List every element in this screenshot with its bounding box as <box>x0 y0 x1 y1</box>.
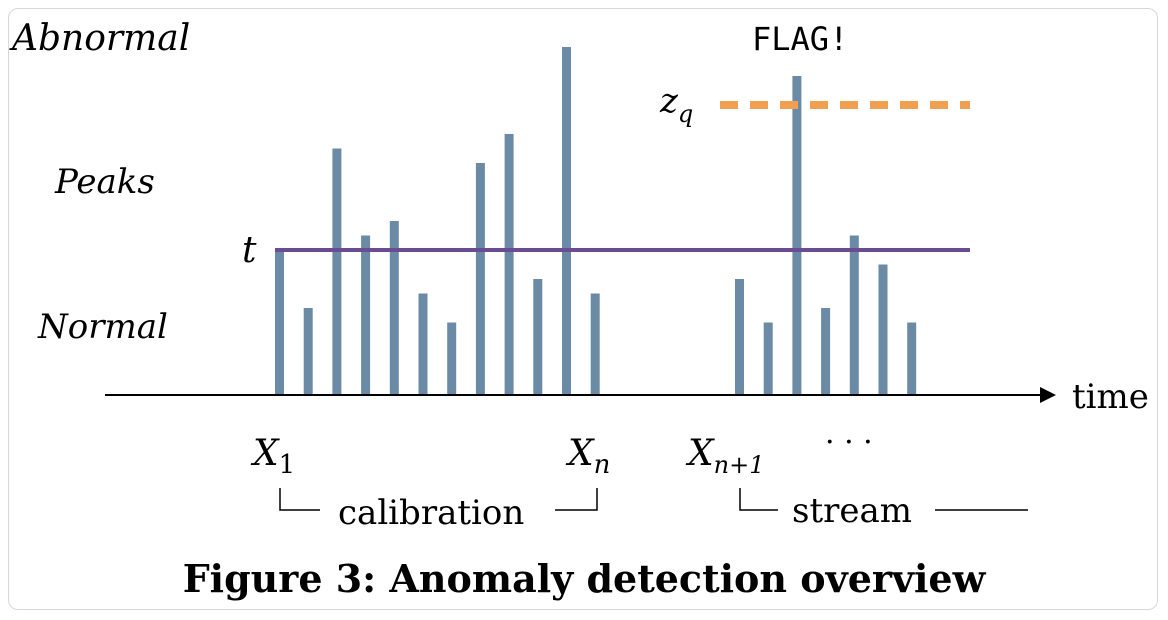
calibration-bar-9 <box>504 134 514 395</box>
flag-label: FLAG! <box>752 20 848 58</box>
stream-bracket-left <box>739 488 778 511</box>
stream-bar-5 <box>849 235 859 395</box>
stream-bar-4 <box>821 308 831 395</box>
calibration-bar-5 <box>389 221 399 395</box>
xn1-label: Xn+1 <box>685 433 764 479</box>
calibration-bar-6 <box>418 293 428 395</box>
xn-label: Xn <box>565 433 610 480</box>
time-axis-label: time <box>1072 377 1149 417</box>
stream-bar-7 <box>907 322 917 395</box>
stream-bar-6 <box>878 264 888 395</box>
calibration-label: calibration <box>338 493 524 533</box>
peaks-label: Peaks <box>54 162 155 202</box>
calibration-bar-10 <box>533 279 543 395</box>
stream-bar-1 <box>735 279 744 395</box>
calibration-bar-11 <box>562 47 571 395</box>
calibration-bar-4 <box>361 235 371 395</box>
bars-group <box>275 47 917 395</box>
calibration-bar-3 <box>332 148 342 395</box>
threshold-t-label: t <box>242 230 257 271</box>
stream-bar-3 <box>792 76 802 395</box>
zq-label: zq <box>659 81 693 128</box>
calibration-bar-12 <box>590 293 600 395</box>
calibration-bar-2 <box>303 308 313 395</box>
calibration-bracket-right <box>555 488 598 511</box>
normal-label: Normal <box>37 307 168 347</box>
ellipsis-label: · · · <box>825 425 873 460</box>
calibration-bracket-left <box>279 488 320 511</box>
stream-label: stream <box>792 491 912 531</box>
time-axis-arrowhead <box>1040 387 1056 403</box>
x1-label: X1 <box>250 433 295 480</box>
abnormal-label: Abnormal <box>9 18 190 59</box>
calibration-bar-8 <box>475 163 485 395</box>
calibration-bar-1 <box>275 250 284 395</box>
figure-caption: Figure 3: Anomaly detection overview <box>183 556 987 601</box>
stream-bar-2 <box>763 322 773 395</box>
calibration-bar-7 <box>447 322 457 395</box>
